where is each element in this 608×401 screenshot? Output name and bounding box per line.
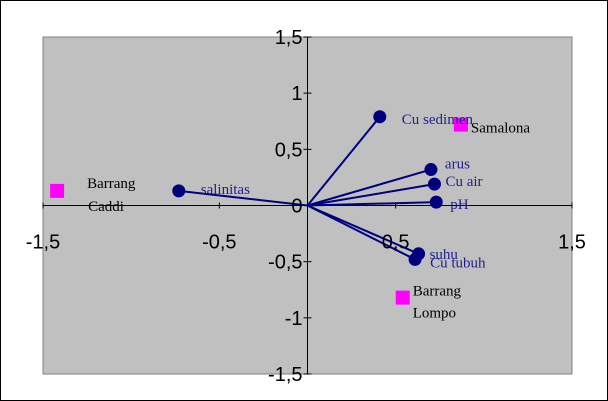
y-tick-label: -1 (285, 308, 303, 330)
tick-labels: -1,5 -0,5 0,5 1,5 1,5 1 0,5 0 -0,5 -1 -1,5 (26, 27, 586, 386)
vector-point-ph (429, 195, 443, 209)
vector-cu-sedimen (306, 116, 381, 207)
site-marker-barrang-caddi (50, 183, 65, 198)
vector-point-arus (424, 163, 438, 177)
site-label-barrang-caddi: Caddi (88, 199, 124, 215)
y-tick-label: -0,5 (268, 252, 302, 274)
variable-label-salinitas: salinitas (201, 182, 250, 198)
variable-vectors (172, 110, 443, 266)
site-label-barrang-caddi: Barrang (87, 176, 136, 192)
vector-point-cu-sedimen (373, 110, 387, 124)
variable-label-cu-air: Cu air (445, 174, 482, 190)
variable-label-arus: arus (445, 157, 470, 173)
site-label-barrang-lompo: Lompo (413, 306, 456, 322)
x-tick-label: -1,5 (26, 232, 60, 254)
y-tick-label: -1,5 (268, 364, 302, 386)
x-tick-label: -0,5 (202, 232, 236, 254)
variable-label-suhu: suhu (430, 247, 459, 263)
site-label-samalona: Samalona (471, 121, 530, 137)
vector-ph (307, 201, 437, 207)
vector-point-salinitas (172, 184, 186, 198)
variable-label-cu-tubuh: Cu tubuh (430, 255, 486, 271)
y-tick-label: 1,5 (275, 27, 303, 49)
vector-suhu (307, 204, 419, 255)
site-marker-barrang-lompo (395, 290, 410, 305)
variable-label-cu-sedimen: Cu sedimen (402, 112, 474, 128)
site-markers (50, 117, 468, 305)
site-label-barrang-lompo: Barrang (413, 284, 462, 300)
variable-label-ph: pH (450, 197, 469, 213)
site-marker-samalona (453, 117, 468, 132)
vector-point-cu-tubuh (408, 252, 422, 266)
vector-cu-tubuh (307, 204, 416, 261)
y-tick-label: 1 (291, 83, 302, 105)
vector-cu-air (307, 183, 435, 207)
vector-salinitas (178, 189, 308, 207)
y-tick-label: 0 (291, 196, 302, 218)
vector-arus (307, 168, 432, 207)
vector-point-cu-air (427, 177, 441, 191)
y-tick-label: 0,5 (275, 139, 303, 161)
x-tick-label: 1,5 (558, 232, 586, 254)
x-tick-label: 0,5 (382, 232, 410, 254)
